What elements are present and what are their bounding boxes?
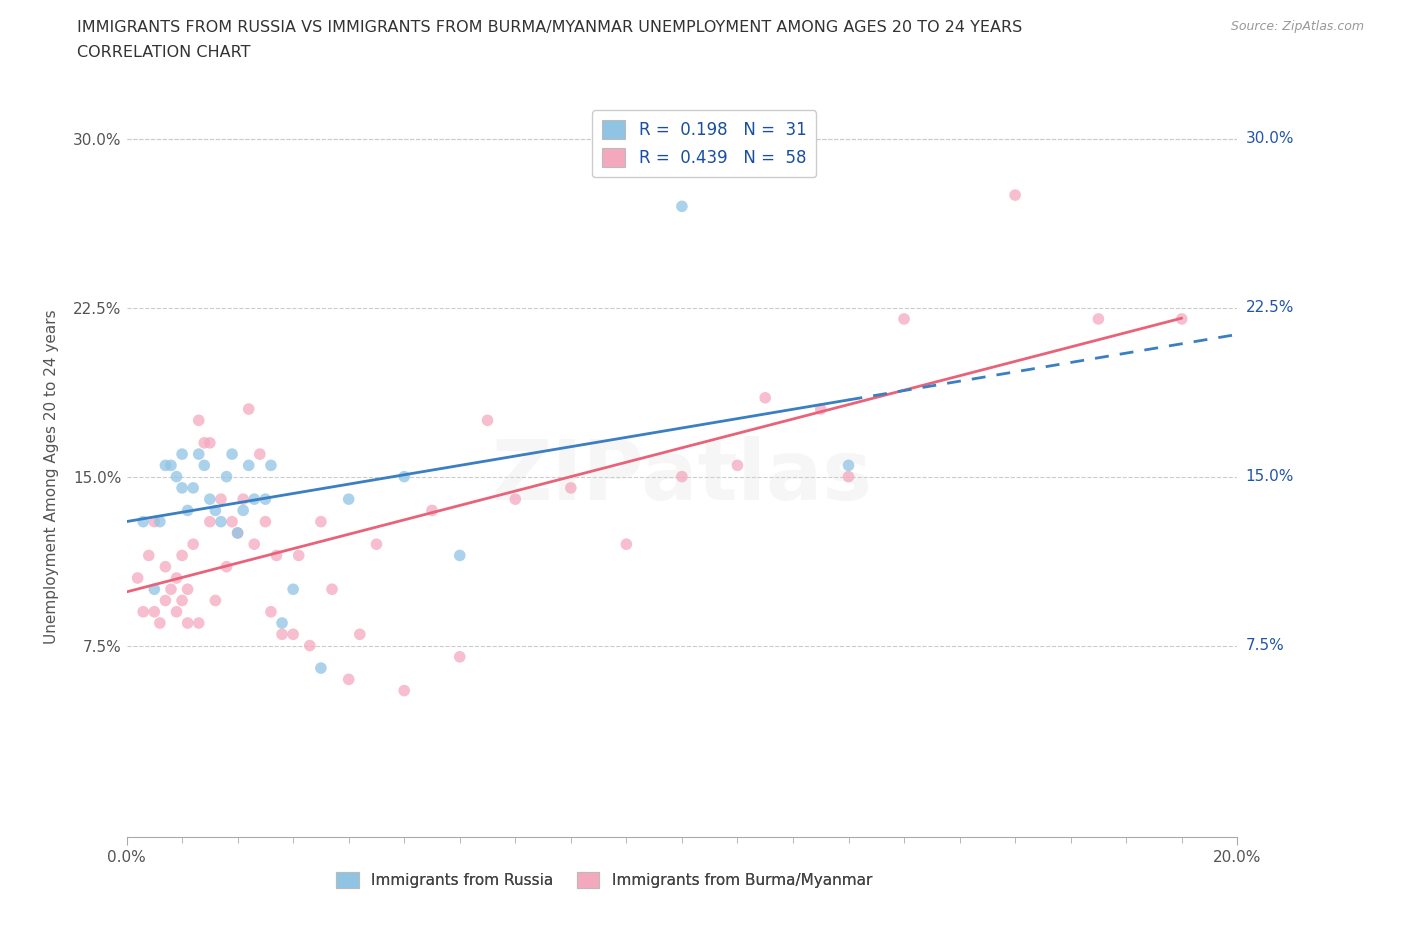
Point (727, 458, 749, 472)
Point (204, 593, 226, 608)
Point (172, 446, 194, 461)
Point (232, 492, 254, 507)
Point (281, 582, 304, 597)
Point (503, 492, 526, 507)
Point (309, 660, 332, 675)
Point (166, 469, 188, 484)
Point (143, 582, 166, 597)
Point (193, 435, 215, 450)
Point (560, 481, 582, 496)
Point (449, 649, 471, 664)
Text: IMMIGRANTS FROM RUSSIA VS IMMIGRANTS FROM BURMA/MYANMAR UNEMPLOYMENT AMONG AGES : IMMIGRANTS FROM RUSSIA VS IMMIGRANTS FRO… (77, 20, 1022, 35)
Text: ZIPatlas: ZIPatlas (492, 436, 872, 517)
Text: 30.0%: 30.0% (1246, 131, 1294, 146)
Point (160, 582, 183, 597)
Point (260, 458, 283, 472)
Point (420, 503, 443, 518)
Point (149, 616, 172, 631)
Point (172, 548, 194, 563)
Point (1004, 188, 1026, 203)
Point (671, 199, 693, 214)
Point (337, 671, 360, 686)
Point (477, 413, 499, 428)
Point (1087, 312, 1109, 326)
Point (298, 638, 321, 653)
Point (138, 548, 160, 563)
Text: 22.5%: 22.5% (1246, 300, 1294, 315)
Point (181, 481, 204, 496)
Point (132, 514, 155, 529)
Point (254, 514, 277, 529)
Point (838, 458, 860, 472)
Legend: Immigrants from Russia, Immigrants from Burma/Myanmar: Immigrants from Russia, Immigrants from … (330, 866, 879, 895)
Point (394, 469, 416, 484)
Point (215, 559, 238, 574)
Point (221, 514, 243, 529)
Point (193, 458, 215, 472)
Point (1170, 312, 1192, 326)
Point (149, 514, 172, 529)
Y-axis label: Unemployment Among Ages 20 to 24 years: Unemployment Among Ages 20 to 24 years (45, 310, 59, 644)
Point (209, 492, 232, 507)
Point (614, 537, 637, 551)
Point (366, 537, 388, 551)
Point (172, 481, 194, 496)
Point (143, 514, 166, 529)
Point (254, 492, 277, 507)
Point (249, 446, 271, 461)
Point (143, 604, 166, 619)
Point (155, 458, 177, 472)
Text: 15.0%: 15.0% (1246, 469, 1294, 485)
Point (309, 514, 332, 529)
Point (838, 469, 860, 484)
Text: 7.5%: 7.5% (1246, 638, 1284, 653)
Point (198, 514, 221, 529)
Point (287, 548, 309, 563)
Point (181, 537, 204, 551)
Point (449, 548, 471, 563)
Point (271, 627, 294, 642)
Point (226, 525, 249, 540)
Point (160, 458, 183, 472)
Point (260, 604, 283, 619)
Point (243, 537, 266, 551)
Text: Source: ZipAtlas.com: Source: ZipAtlas.com (1230, 20, 1364, 33)
Point (176, 616, 198, 631)
Point (893, 312, 915, 326)
Point (243, 492, 266, 507)
Point (754, 391, 776, 405)
Point (166, 570, 188, 585)
Point (155, 559, 177, 574)
Text: CORRELATION CHART: CORRELATION CHART (77, 45, 250, 60)
Point (394, 684, 416, 698)
Point (238, 402, 260, 417)
Point (187, 413, 209, 428)
Point (271, 616, 294, 631)
Point (349, 627, 371, 642)
Point (337, 492, 360, 507)
Point (198, 435, 221, 450)
Point (155, 593, 177, 608)
Point (810, 402, 832, 417)
Point (671, 469, 693, 484)
Point (281, 627, 304, 642)
Point (132, 604, 155, 619)
Point (215, 469, 238, 484)
Point (187, 446, 209, 461)
Point (166, 604, 188, 619)
Point (321, 582, 343, 597)
Point (198, 492, 221, 507)
Point (176, 582, 198, 597)
Point (176, 503, 198, 518)
Point (266, 548, 288, 563)
Point (226, 525, 249, 540)
Point (209, 514, 232, 529)
Point (232, 503, 254, 518)
Point (221, 446, 243, 461)
Point (187, 616, 209, 631)
Point (238, 458, 260, 472)
Point (204, 503, 226, 518)
Point (127, 570, 149, 585)
Point (172, 593, 194, 608)
